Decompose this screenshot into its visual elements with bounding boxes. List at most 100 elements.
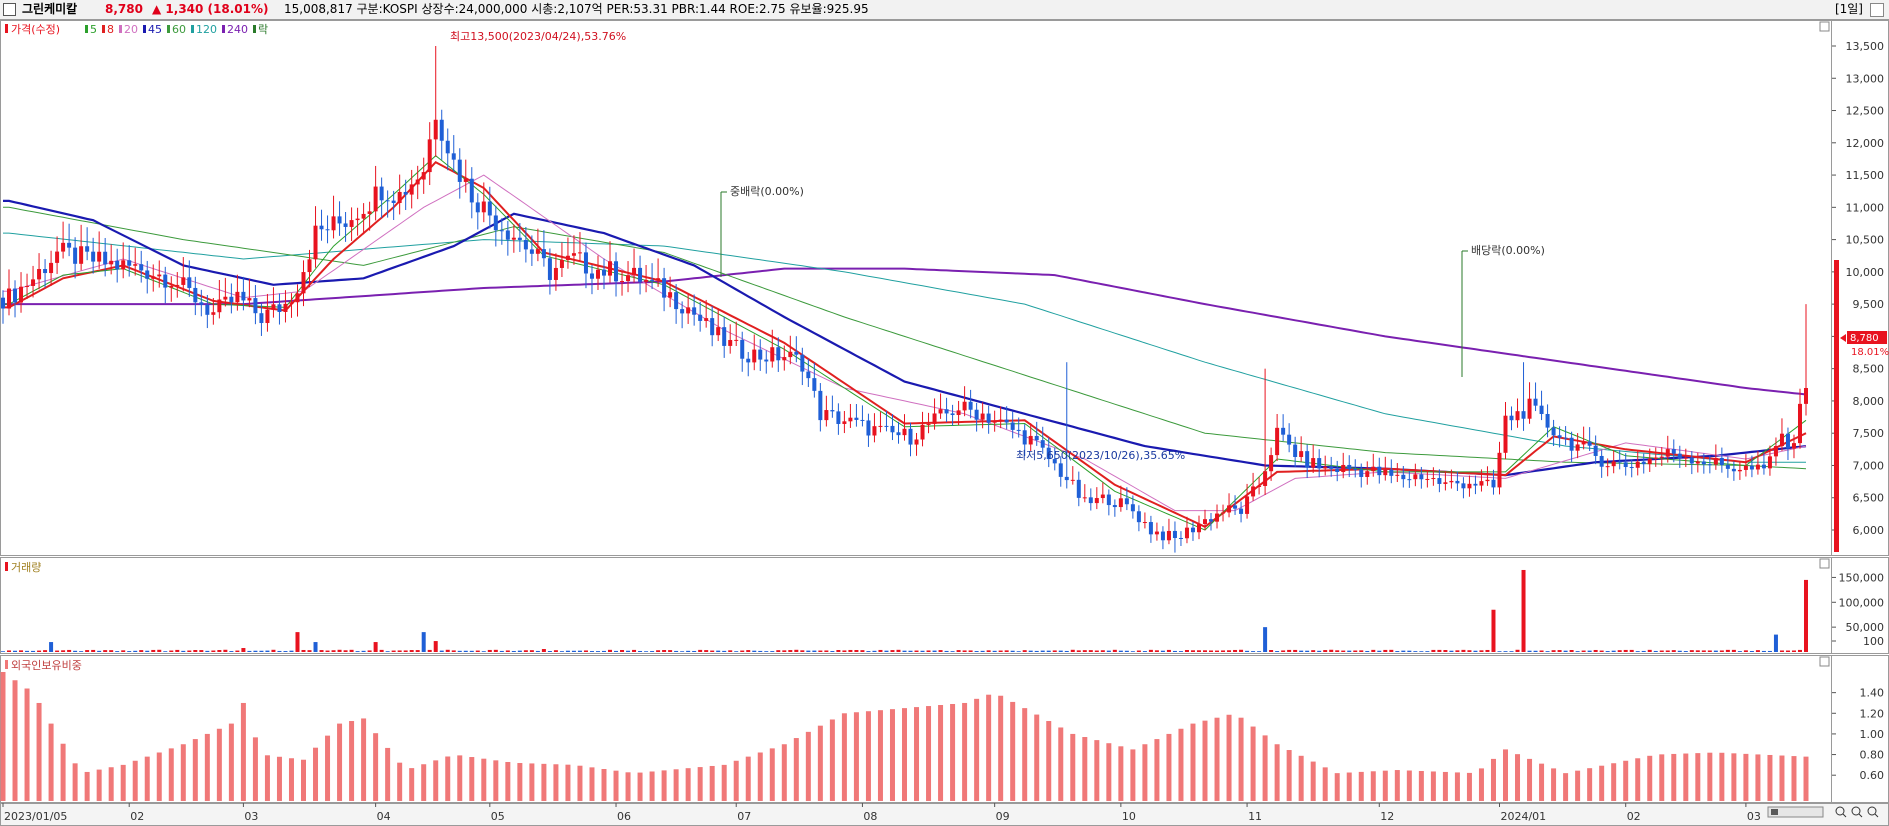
candle-body <box>439 119 444 141</box>
volume-bar <box>511 650 516 652</box>
foreign-bar <box>673 769 679 801</box>
volume-bar <box>505 650 510 652</box>
candle-body <box>355 218 360 221</box>
foreign-bar <box>1575 770 1581 801</box>
volume-bar <box>1353 650 1358 652</box>
candle-body <box>199 302 204 305</box>
volume-bar <box>812 650 817 652</box>
foreign-axis <box>1831 655 1889 803</box>
volume-bar <box>1209 650 1214 652</box>
candle-body <box>1203 519 1207 524</box>
volume-bar <box>445 649 450 652</box>
candle-body <box>1094 498 1099 504</box>
volume-bar <box>764 651 769 652</box>
candle-body <box>1269 455 1274 472</box>
volume-bar <box>974 651 979 652</box>
candle-body <box>385 200 390 202</box>
candle-body <box>1028 435 1033 445</box>
volume-bar <box>1509 651 1514 652</box>
x-tick-label: 02 <box>1627 810 1641 823</box>
foreign-bar <box>625 772 631 801</box>
volume-bar <box>860 650 865 652</box>
volume-tick-label: 150,000 <box>1839 571 1885 584</box>
candle-body <box>1184 527 1189 539</box>
volume-bar <box>325 650 330 652</box>
volume-bar <box>421 632 426 652</box>
volume-bar <box>13 650 18 652</box>
foreign-bar <box>1551 768 1557 801</box>
legend-ma-swatch <box>222 25 225 33</box>
candle-body <box>1683 457 1688 459</box>
volume-bar <box>475 650 480 652</box>
legend-ex-swatch <box>253 25 256 33</box>
volume-bar <box>1761 650 1766 652</box>
candle-body <box>31 279 36 286</box>
panel-control-icon[interactable] <box>1819 656 1830 667</box>
volume-bar <box>908 650 913 652</box>
price-change: ▲ 1,340 (18.01%) <box>152 2 269 16</box>
price-tick-label: 9,500 <box>1853 298 1885 311</box>
volume-bar <box>1689 650 1694 652</box>
volume-bar <box>1557 650 1562 652</box>
volume-bar <box>1491 609 1496 652</box>
volume-bar <box>37 650 42 652</box>
candle-body <box>493 215 498 231</box>
current-price-label: 8,780 <box>1850 333 1879 344</box>
foreign-bar <box>661 770 667 801</box>
volume-bar <box>704 650 709 652</box>
foreign-bar <box>1034 714 1040 801</box>
window-control-icon[interactable] <box>1870 3 1884 17</box>
volume-bar <box>19 650 24 652</box>
volume-bar <box>968 650 973 652</box>
candle-body <box>73 247 78 264</box>
panel-control-icon[interactable] <box>1819 558 1830 569</box>
candle-body <box>1046 447 1051 460</box>
zoom-out-icon[interactable] <box>1851 806 1863 818</box>
volume-bar <box>1130 651 1135 652</box>
volume-bar <box>1701 650 1706 652</box>
candle-body <box>181 277 186 285</box>
candle-body <box>1455 480 1460 484</box>
volume-bar <box>1287 649 1292 652</box>
volume-bar <box>571 650 576 652</box>
candle-body <box>433 119 438 140</box>
candle-body <box>319 225 324 230</box>
volume-bar <box>872 650 877 652</box>
volume-bar <box>1154 650 1159 652</box>
candle-body <box>1725 464 1730 469</box>
volume-bar <box>758 650 763 652</box>
foreign-bar <box>481 758 487 801</box>
volume-bar <box>686 650 691 652</box>
foreign-bar <box>24 688 30 801</box>
candle-body <box>740 339 745 359</box>
candle-body <box>914 439 919 445</box>
period-button[interactable]: [1일] <box>1834 2 1863 16</box>
volume-bar <box>1455 650 1460 652</box>
foreign-bar <box>108 767 114 801</box>
legend-ma-8: 8 <box>107 23 114 36</box>
candle-body <box>571 253 576 256</box>
legend-price-swatch <box>5 24 8 33</box>
candle-body <box>818 390 823 421</box>
volume-bar <box>1281 650 1286 652</box>
candle-body <box>812 378 817 391</box>
scrollbar-thumb[interactable] <box>1771 809 1778 815</box>
candle-body <box>421 172 426 180</box>
foreign-bar <box>805 731 811 801</box>
panel-control-icon[interactable] <box>1819 21 1830 32</box>
candle-body <box>1755 464 1760 470</box>
candle-body <box>1425 478 1430 480</box>
foreign-bar <box>1466 772 1472 801</box>
candle-body <box>1088 497 1093 504</box>
chart-scrollbar[interactable] <box>1767 806 1824 818</box>
candle-body <box>1485 479 1490 482</box>
zoom-in-icon[interactable] <box>1835 806 1847 818</box>
candle-body <box>175 284 180 286</box>
candle-body <box>1395 474 1400 476</box>
legend-ex: 락 <box>258 23 268 36</box>
zoom-reset-icon[interactable] <box>1867 806 1879 818</box>
volume-bar <box>1713 650 1718 652</box>
volume-bar <box>950 651 955 652</box>
chart-select-checkbox[interactable] <box>3 3 16 16</box>
volume-bar <box>1443 650 1448 652</box>
